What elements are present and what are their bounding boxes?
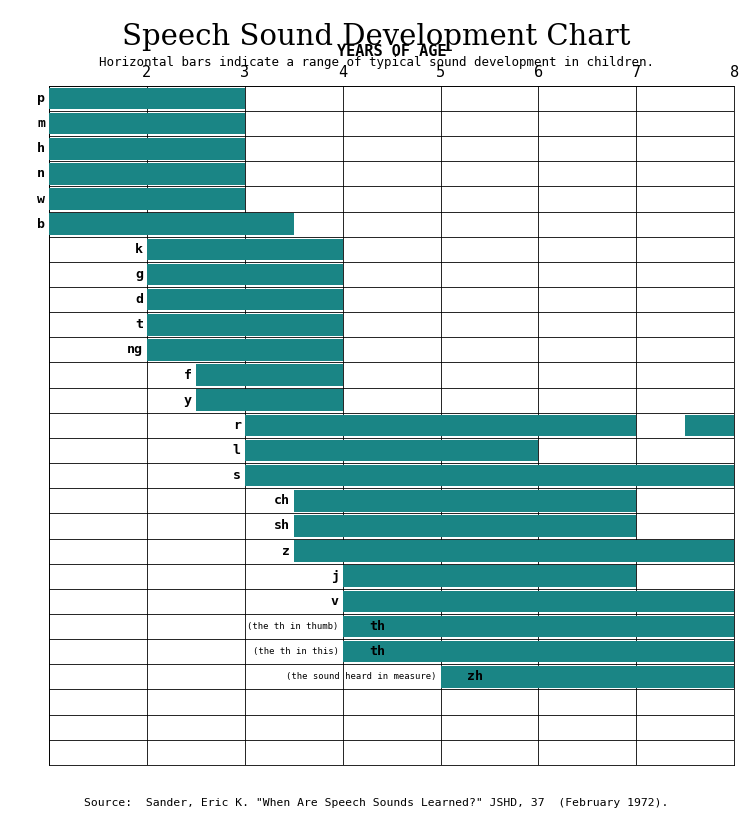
Text: v: v: [331, 595, 339, 608]
Text: s: s: [233, 470, 241, 482]
Bar: [49, 163, 245, 185]
Text: th: th: [369, 645, 385, 658]
Text: j: j: [331, 569, 339, 582]
Text: n: n: [37, 168, 45, 181]
Bar: [343, 565, 636, 587]
Bar: [147, 314, 343, 335]
Bar: [685, 415, 734, 436]
Bar: [294, 540, 734, 562]
Bar: [196, 389, 343, 411]
Text: Source:  Sander, Eric K. "When Are Speech Sounds Learned?" JSHD, 37  (February 1: Source: Sander, Eric K. "When Are Speech…: [84, 798, 669, 808]
Text: r: r: [233, 419, 241, 432]
Bar: [245, 465, 734, 487]
Bar: [294, 515, 636, 537]
Text: ch: ch: [274, 494, 290, 507]
Bar: [294, 490, 636, 511]
Bar: [245, 440, 538, 461]
Bar: [49, 138, 245, 160]
Text: l: l: [233, 444, 241, 457]
Text: (the sound heard in measure): (the sound heard in measure): [286, 672, 437, 681]
Bar: [343, 640, 734, 663]
X-axis label: YEARS OF AGE: YEARS OF AGE: [337, 43, 447, 59]
Bar: [49, 188, 245, 210]
Text: Horizontal bars indicate a range of typical sound development in children.: Horizontal bars indicate a range of typi…: [99, 56, 654, 70]
Text: (the th in this): (the th in this): [253, 647, 339, 656]
Bar: [147, 239, 343, 260]
Text: b: b: [37, 218, 45, 231]
Text: p: p: [37, 92, 45, 105]
Text: (the th in thumb): (the th in thumb): [247, 622, 339, 631]
Text: sh: sh: [274, 519, 290, 533]
Bar: [147, 339, 343, 361]
Text: d: d: [135, 293, 143, 306]
Text: y: y: [184, 393, 192, 407]
Bar: [147, 263, 343, 285]
Text: zh: zh: [467, 670, 483, 683]
Text: m: m: [37, 117, 45, 130]
Text: k: k: [135, 243, 143, 256]
Bar: [49, 213, 294, 235]
Bar: [196, 364, 343, 386]
Text: w: w: [37, 192, 45, 205]
Text: th: th: [369, 620, 385, 633]
Text: z: z: [282, 545, 290, 558]
Text: t: t: [135, 318, 143, 331]
Bar: [49, 113, 245, 134]
Text: g: g: [135, 268, 143, 281]
Bar: [49, 88, 245, 110]
Bar: [147, 289, 343, 311]
Bar: [343, 591, 734, 612]
Text: h: h: [37, 142, 45, 155]
Bar: [245, 415, 636, 436]
Text: Speech Sound Development Chart: Speech Sound Development Chart: [122, 23, 631, 51]
Bar: [441, 666, 734, 688]
Bar: [343, 616, 734, 637]
Text: ng: ng: [127, 344, 143, 357]
Text: f: f: [184, 369, 192, 381]
